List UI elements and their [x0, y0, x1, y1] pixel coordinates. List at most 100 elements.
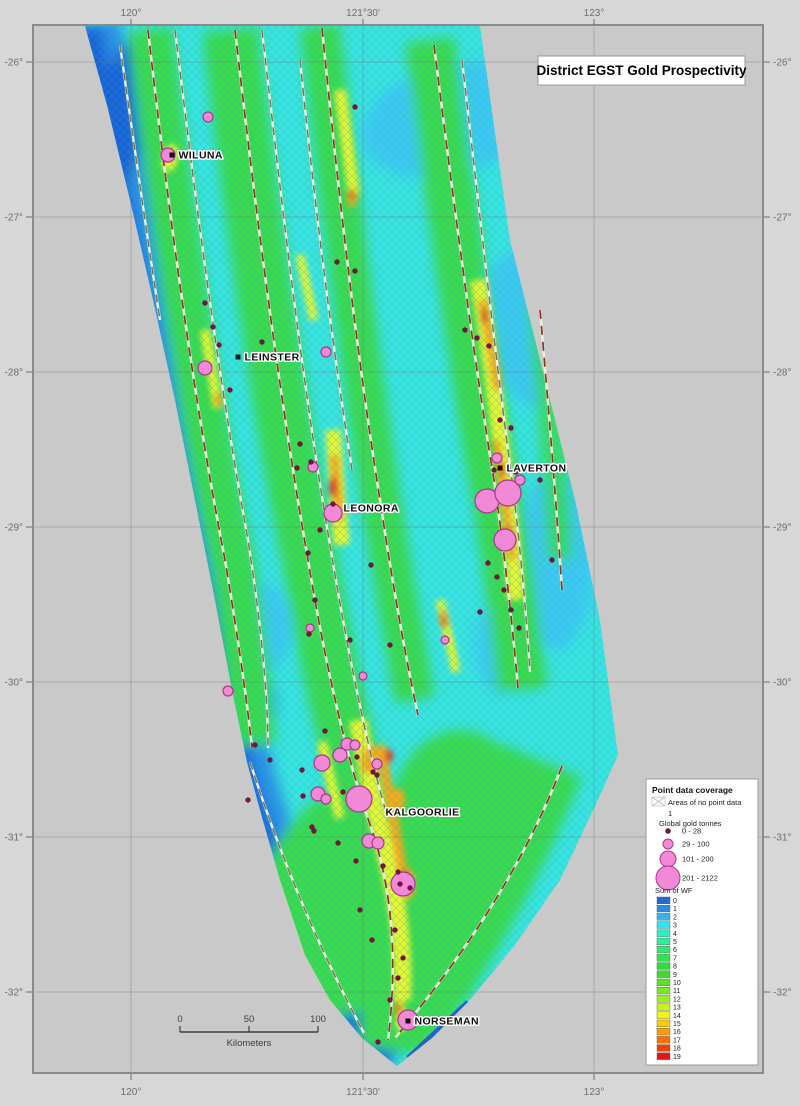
legend-point-data-title: Point data coverage — [652, 785, 733, 795]
gold-deposit-dot — [375, 1039, 381, 1045]
gold-deposit-dot — [352, 268, 358, 274]
scale-bar: Kilometers 0 50 100 — [177, 1014, 326, 1049]
gold-deposit-dot — [335, 840, 341, 846]
gold-deposit-dot — [508, 607, 514, 613]
axis-label-left: -26° — [5, 58, 23, 69]
gold-deposit-dot — [369, 937, 375, 943]
gold-deposit-dot — [497, 417, 503, 423]
legend-gold-label: 0 - 28 — [682, 827, 701, 836]
legend-gold-label: 201 - 2122 — [682, 874, 718, 883]
wf-swatch-label: 17 — [673, 1037, 681, 1044]
wf-swatch-label: 1 — [673, 906, 677, 913]
town-label: LAVERTON — [507, 463, 567, 475]
legend-gold-symbol — [659, 850, 677, 868]
wf-swatch-label: 3 — [673, 923, 677, 930]
town-label: LEONORA — [344, 503, 399, 515]
gold-deposit-circle — [349, 739, 361, 751]
wf-swatch-label: 10 — [673, 980, 681, 987]
wf-swatch — [656, 1019, 671, 1028]
gold-deposit-dot — [374, 772, 380, 778]
scale-bar-label: 100 — [310, 1014, 326, 1025]
gold-deposit-circle — [371, 758, 383, 770]
wf-swatch — [656, 962, 671, 970]
gold-deposit-dot — [317, 527, 323, 533]
legend-gold-symbol — [655, 865, 681, 891]
town-marker-square — [405, 1018, 411, 1024]
axis-label-top: 121°30' — [346, 8, 380, 19]
gold-deposit-circle — [202, 111, 214, 123]
town-label: NORSEMAN — [415, 1016, 479, 1028]
legend-gold-classes: 0 - 28 29 - 100 101 - 200 201 - 2122 — [655, 827, 718, 891]
gold-deposit-dot — [308, 459, 314, 465]
gold-deposit-circle — [345, 785, 373, 813]
gold-deposit-circle — [491, 452, 503, 464]
wf-swatch-label: 18 — [673, 1046, 681, 1053]
gold-deposit-dot — [380, 863, 386, 869]
wf-swatch-label: 12 — [673, 996, 681, 1003]
gold-deposit-dot — [501, 587, 507, 593]
gold-deposit-dot — [508, 425, 514, 431]
wf-swatch — [656, 987, 671, 995]
fault-line — [147, 29, 253, 749]
axis-label-left: -32° — [5, 988, 23, 999]
gold-deposit-dot — [485, 560, 491, 566]
gold-deposit-dot — [494, 574, 500, 580]
gold-deposit-circle — [313, 754, 331, 772]
no-point-data-swatch-icon — [651, 796, 666, 807]
gold-deposit-dot — [516, 625, 522, 631]
wf-swatch-label: 19 — [673, 1054, 681, 1061]
fault-line — [321, 27, 419, 716]
wf-swatch — [656, 1027, 671, 1036]
wf-swatch — [656, 896, 671, 905]
wf-swatch — [656, 946, 671, 954]
gold-deposit-dot — [252, 742, 258, 748]
gold-deposit-circle — [440, 635, 450, 645]
axis-label-left: -27° — [5, 213, 23, 224]
axis-label-top: 123° — [584, 8, 605, 19]
legend-no-point-value: 1 — [668, 809, 672, 818]
gold-deposit-dot — [300, 793, 306, 799]
gold-deposit-dot — [387, 997, 393, 1003]
gold-deposit-dot — [395, 869, 401, 875]
wf-swatch-label: 4 — [673, 931, 677, 938]
wf-swatch — [656, 913, 671, 921]
gold-deposit-dot — [513, 469, 519, 475]
town-marker-square — [169, 152, 175, 158]
wf-swatch — [656, 921, 671, 929]
gold-deposit-circle — [493, 528, 517, 552]
axis-label-right: -29° — [773, 523, 791, 534]
gold-deposit-circle — [494, 479, 522, 507]
fault-line — [119, 44, 161, 321]
gold-deposit-dot — [392, 927, 398, 933]
fault-line — [433, 44, 519, 689]
wf-swatch-label: 14 — [673, 1013, 681, 1020]
wf-swatch — [656, 1036, 671, 1044]
legend-gold-title: Global gold tonnes — [659, 819, 722, 828]
axis-label-bottom: 120° — [121, 1087, 142, 1098]
axis-label-left: -28° — [5, 368, 23, 379]
town-marker-square — [497, 465, 503, 471]
gold-deposit-dot — [549, 557, 555, 563]
graticule — [35, 27, 761, 1071]
gold-deposit-dot — [312, 597, 318, 603]
edge-blue-stripe — [406, 1000, 470, 1060]
gold-deposit-circle — [160, 147, 176, 163]
gold-deposit-dot — [400, 955, 406, 961]
gold-deposit-dot — [259, 339, 265, 345]
gold-deposit-circle — [323, 503, 343, 523]
gold-deposit-dot — [297, 441, 303, 447]
wf-swatch-label: 13 — [673, 1005, 681, 1012]
gold-deposit-dot — [322, 728, 328, 734]
wf-swatch-label: 0 — [673, 898, 677, 905]
wf-swatch-label: 5 — [673, 939, 677, 946]
axis-label-right: -30° — [773, 678, 791, 689]
gold-deposit-dot — [210, 324, 216, 330]
gold-deposit-dot — [306, 631, 312, 637]
gold-deposit-dot — [245, 797, 251, 803]
gold-deposit-dot — [537, 477, 543, 483]
gold-deposit-dot — [352, 104, 358, 110]
gold-deposit-dot — [340, 789, 346, 795]
axis-label-bottom: 123° — [584, 1087, 605, 1098]
fault-line — [299, 59, 353, 471]
gold-deposit-dot — [299, 767, 305, 773]
